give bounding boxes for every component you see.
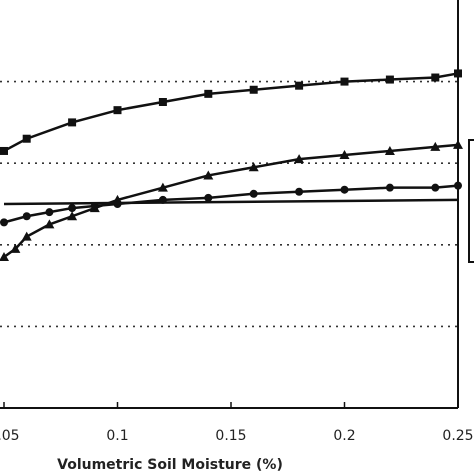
point-triangle xyxy=(248,162,259,172)
point-triangle xyxy=(430,141,441,151)
point-circle xyxy=(0,218,8,227)
axes xyxy=(0,0,459,409)
point-circle xyxy=(45,208,54,217)
point-square xyxy=(385,75,394,84)
series-circle xyxy=(0,181,462,227)
x-tick-label-0: 0.05 xyxy=(0,428,20,444)
point-square xyxy=(0,146,8,155)
point-circle xyxy=(431,183,440,192)
point-square xyxy=(158,98,167,106)
point-square xyxy=(431,73,440,82)
point-circle xyxy=(295,187,304,196)
point-triangle xyxy=(294,154,305,164)
point-square xyxy=(204,89,213,98)
x-tick-label-3: 0.2 xyxy=(333,428,355,444)
point-square xyxy=(113,106,122,115)
x-tick-label-4: 0.25 xyxy=(442,428,473,444)
series-line-3 xyxy=(3,198,459,206)
series-none xyxy=(3,198,459,206)
point-circle xyxy=(22,212,31,221)
point-triangle xyxy=(157,182,168,192)
point-triangle xyxy=(203,170,214,180)
point-square xyxy=(249,85,258,94)
point-triangle xyxy=(44,219,55,229)
point-square xyxy=(68,118,77,127)
point-triangle xyxy=(384,145,395,155)
point-triangle xyxy=(339,150,350,160)
legend-bracket xyxy=(468,139,474,263)
series-square xyxy=(0,69,462,155)
point-square xyxy=(340,77,349,86)
point-circle xyxy=(340,185,349,194)
x-axis-title: Volumetric Soil Moisture (%) xyxy=(57,457,283,473)
series-group xyxy=(0,69,463,262)
point-triangle xyxy=(10,243,21,253)
point-triangle xyxy=(67,211,78,221)
series-line-0 xyxy=(3,72,459,153)
point-circle xyxy=(204,193,213,202)
x-ticks: 0.05 0.1 0.15 0.2 0.25 xyxy=(0,402,474,444)
point-triangle xyxy=(0,252,9,262)
point-square xyxy=(22,134,31,143)
point-triangle xyxy=(21,231,32,241)
x-tick-label-1: 0.1 xyxy=(106,428,128,444)
point-circle xyxy=(68,204,77,213)
point-circle xyxy=(385,183,394,192)
point-square xyxy=(295,81,304,90)
x-tick-label-2: 0.15 xyxy=(215,428,246,444)
point-circle xyxy=(249,189,258,198)
